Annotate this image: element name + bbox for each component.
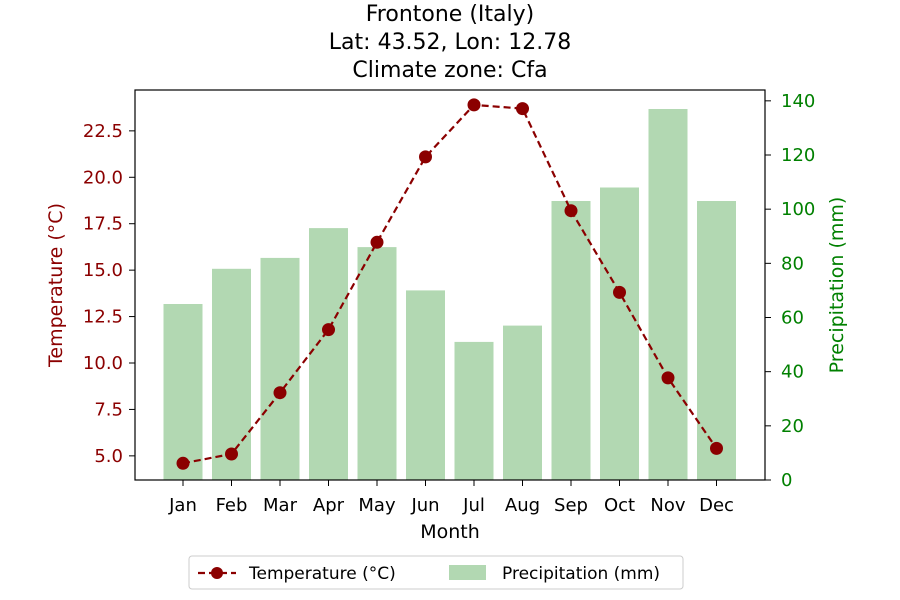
- x-tick-label-aug: Aug: [505, 495, 540, 516]
- y-left-tick-label: 5.0: [94, 446, 123, 467]
- temperature-point-oct: [613, 285, 626, 299]
- precipitation-bar-dec: [697, 201, 736, 480]
- title-line-2: Lat: 43.52, Lon: 12.78: [329, 30, 571, 55]
- y-right-tick-label: 100: [781, 199, 815, 220]
- precipitation-bar-jun: [406, 290, 445, 480]
- y-axis-left-label: Temperature (°C): [45, 203, 67, 368]
- precipitation-bar-nov: [648, 109, 688, 480]
- legend-precipitation-swatch: [449, 565, 486, 580]
- precipitation-bar-jan: [163, 304, 203, 480]
- y-left-tick-label: 10.0: [83, 353, 123, 374]
- y-axis-right-label: Precipitation (mm): [826, 197, 848, 374]
- precipitation-bars: [163, 109, 736, 481]
- x-tick-label-may: May: [358, 495, 396, 516]
- precipitation-bar-aug: [503, 325, 542, 480]
- y-right-tick-label: 0: [781, 470, 792, 491]
- legend-box: [188, 555, 684, 590]
- y-right-tick-label: 20: [781, 416, 804, 437]
- x-tick-label-dec: Dec: [699, 495, 734, 516]
- title-line-3: Climate zone: Cfa: [352, 58, 547, 83]
- precipitation-bar-may: [357, 247, 397, 480]
- temperature-line: [176, 98, 723, 470]
- legend: Temperature (°C) Precipitation (mm): [188, 555, 684, 590]
- x-axis: Jan Feb Mar Apr May Jun Jul Aug Sep Oct Nov Dec: [168, 480, 734, 516]
- y-left-tick-label: 22.5: [83, 121, 123, 142]
- temperature-point-dec: [710, 441, 723, 455]
- x-tick-label-nov: Nov: [650, 495, 685, 516]
- temperature-point-nov: [661, 371, 675, 385]
- y-left-tick-label: 17.5: [83, 214, 123, 235]
- x-tick-label-jul: Jul: [462, 495, 485, 516]
- x-tick-label-apr: Apr: [313, 495, 345, 516]
- y-right-tick-label: 40: [781, 362, 804, 383]
- temperature-point-sep: [564, 204, 578, 218]
- y-left-tick-label: 12.5: [83, 307, 123, 328]
- temperature-point-may: [370, 235, 384, 249]
- y-right-tick-label: 140: [781, 91, 815, 112]
- legend-temperature-marker: [211, 567, 223, 579]
- temperature-point-mar: [273, 386, 287, 400]
- precipitation-bar-apr: [309, 228, 348, 480]
- x-tick-label-jan: Jan: [168, 495, 197, 516]
- chart-title: Frontone (Italy) Lat: 43.52, Lon: 12.78 …: [329, 2, 571, 83]
- precipitation-bar-oct: [600, 187, 639, 480]
- plot-frame: [134, 89, 766, 481]
- x-tick-label-oct: Oct: [604, 495, 635, 516]
- temperature-point-aug: [516, 102, 529, 116]
- y-left-tick-label: 7.5: [94, 399, 123, 420]
- legend-precipitation-label: Precipitation (mm): [502, 564, 660, 584]
- temperature-series-line: [182, 103, 718, 465]
- y-axis-right: 0 20 40 60 80 100 120 140: [765, 91, 815, 491]
- x-tick-label-jun: Jun: [410, 495, 439, 516]
- y-right-tick-label: 80: [781, 253, 804, 274]
- legend-temperature-label: Temperature (°C): [248, 564, 396, 584]
- y-left-tick-label: 20.0: [83, 167, 123, 188]
- y-left-tick-label: 15.0: [83, 260, 123, 281]
- temperature-point-jul: [467, 98, 481, 112]
- temperature-point-jan: [176, 456, 190, 470]
- y-right-tick-label: 60: [781, 308, 804, 329]
- temperature-point-jun: [419, 150, 432, 164]
- precipitation-bar-sep: [551, 201, 591, 480]
- y-right-tick-label: 120: [781, 145, 815, 166]
- temperature-point-feb: [225, 447, 238, 461]
- x-tick-label-mar: Mar: [263, 495, 298, 516]
- x-tick-label-feb: Feb: [216, 495, 248, 516]
- temperature-point-apr: [322, 323, 335, 337]
- y-axis-left: 5.0 7.5 10.0 12.5 15.0 17.5 20.0 22.5: [83, 121, 135, 467]
- precipitation-bar-feb: [212, 268, 251, 481]
- x-tick-label-sep: Sep: [554, 495, 588, 516]
- precipitation-bar-mar: [260, 257, 300, 480]
- title-line-1: Frontone (Italy): [366, 2, 534, 27]
- x-axis-label: Month: [420, 521, 480, 543]
- precipitation-bar-jul: [454, 341, 494, 480]
